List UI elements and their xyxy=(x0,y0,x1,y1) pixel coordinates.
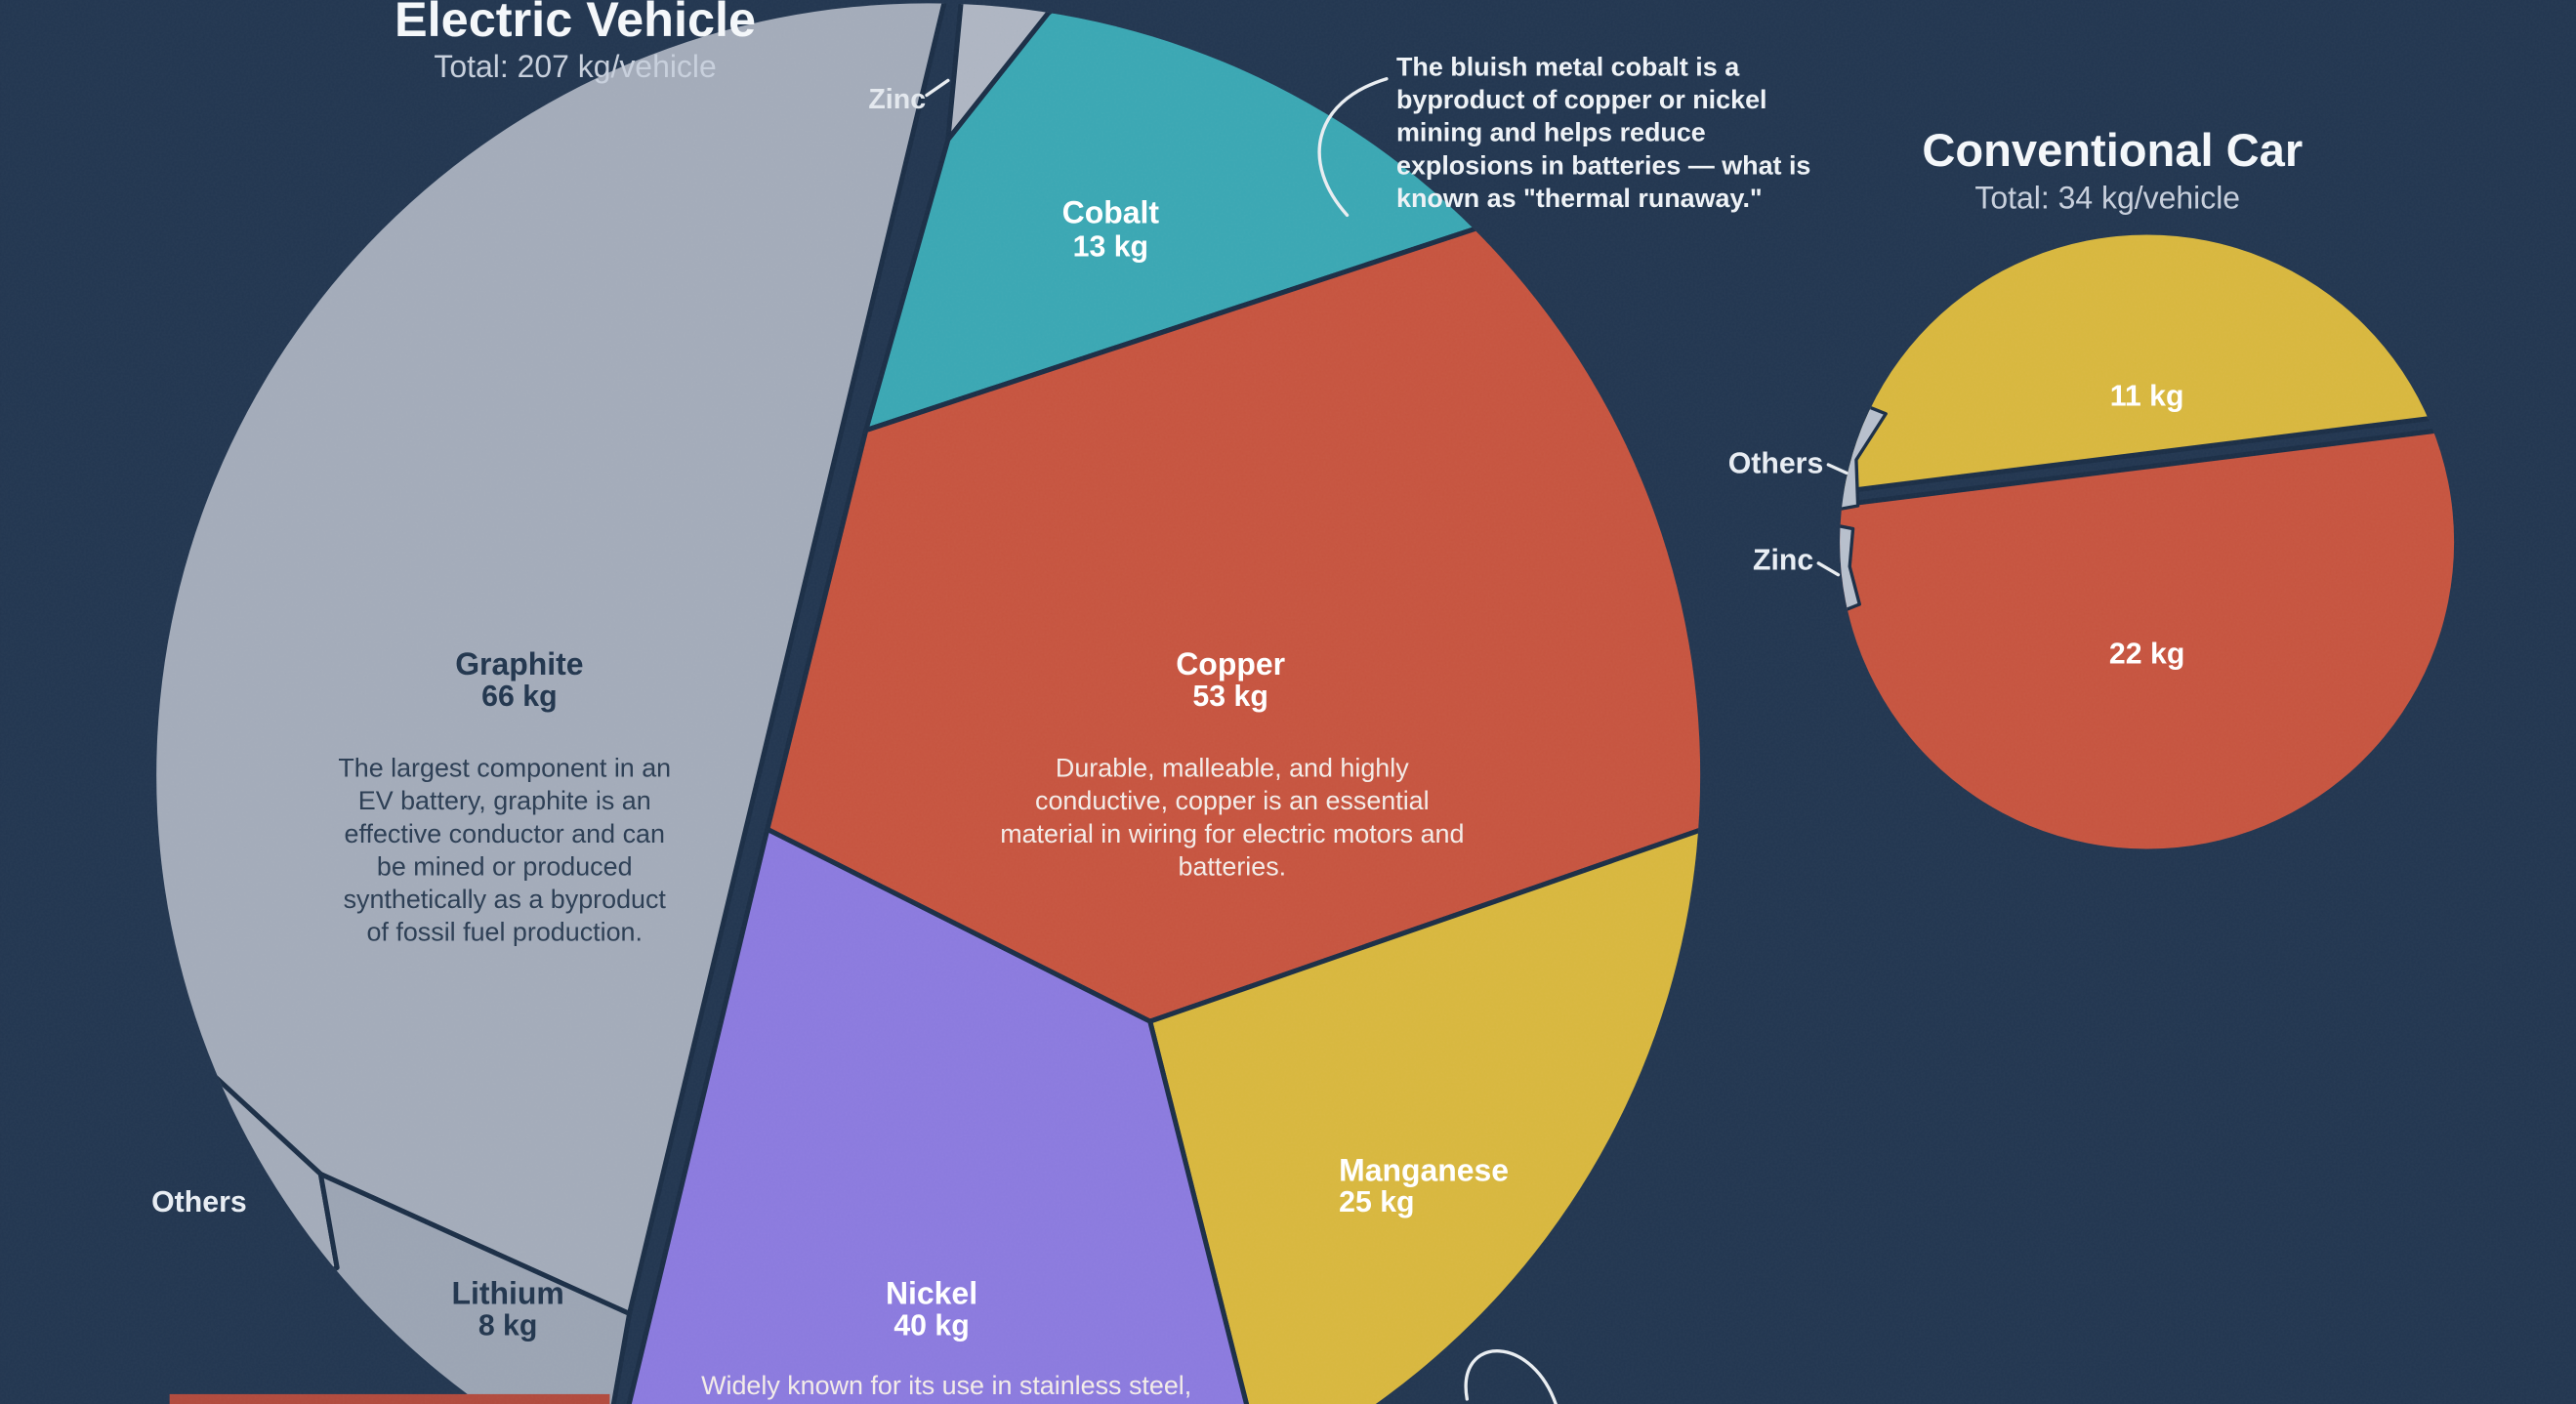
grain-texture xyxy=(0,0,2576,1404)
infographic-canvas: Electric Vehicle Total: 207 kg/vehicle Z… xyxy=(0,0,2576,1404)
infographic-stage: Electric Vehicle Total: 207 kg/vehicle Z… xyxy=(0,0,2576,1404)
